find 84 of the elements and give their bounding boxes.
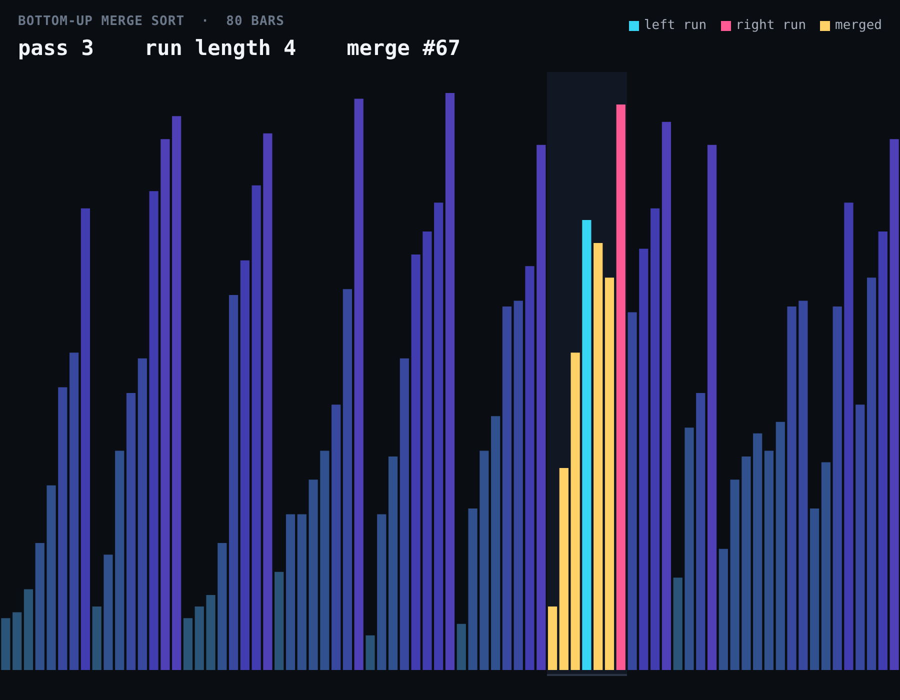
bar [194,606,204,670]
bar [308,480,318,670]
bar [46,485,56,670]
bar [684,428,694,670]
bar [730,480,740,670]
bar [332,404,341,670]
bar [456,624,466,670]
bar [764,450,774,670]
bar [183,618,193,670]
bar [525,266,534,670]
bar [252,185,261,670]
bar [844,202,854,670]
bar [104,554,113,670]
bar [400,358,409,670]
bar [297,514,306,670]
bar [172,116,182,670]
bar [240,260,250,670]
legend-label: merged [835,18,882,33]
bar [286,514,296,670]
bar [753,433,762,670]
bar [69,352,79,670]
bar [594,243,603,670]
bar [718,548,728,670]
bar [354,98,364,670]
bar [810,508,820,670]
bar [480,450,489,670]
bar [320,450,330,670]
chart-subtitle: pass 3 run length 4 merge #67 [18,36,461,60]
bar [138,358,147,670]
bar [149,191,158,670]
bar [548,606,558,670]
bar [866,278,876,670]
bar [274,572,284,670]
bar [342,289,352,670]
bar [388,456,398,670]
bar [502,306,512,670]
bar [491,416,500,670]
bar [228,294,238,670]
bar [434,202,444,670]
bar [58,387,68,670]
bar [445,93,455,670]
bar [411,254,420,670]
bar [628,312,637,670]
legend-label: left run [644,18,707,33]
bar [536,144,546,670]
bar [366,635,375,670]
bar [570,352,580,670]
bar [616,104,626,670]
legend-label: right run [736,18,806,33]
bar [514,300,523,670]
chart-title: BOTTOM-UP MERGE SORT · 80 BARS [18,14,284,29]
bar [742,456,751,670]
bar [696,393,706,670]
bar [218,543,227,670]
bar [787,306,796,670]
bar [12,612,22,670]
bar [115,450,124,670]
bar [422,231,432,670]
bar [377,514,386,670]
bar [582,220,592,670]
bar [662,122,672,670]
bar [707,144,717,670]
bar [798,300,808,670]
bar [126,393,136,670]
bar [35,543,44,670]
bar [206,594,216,670]
bar [24,589,34,670]
bar [468,508,478,670]
bar [263,133,272,670]
bar [776,422,785,670]
bar [1,618,10,670]
bar [92,606,102,670]
bar [878,231,888,670]
bar [80,208,90,670]
bar [821,462,831,670]
bar [559,468,568,670]
bar [160,139,170,670]
bar [650,208,660,670]
bar [673,578,682,670]
bar [604,278,614,670]
bar [832,306,842,670]
bar [890,139,899,670]
bar [856,404,865,670]
bar [639,248,648,670]
